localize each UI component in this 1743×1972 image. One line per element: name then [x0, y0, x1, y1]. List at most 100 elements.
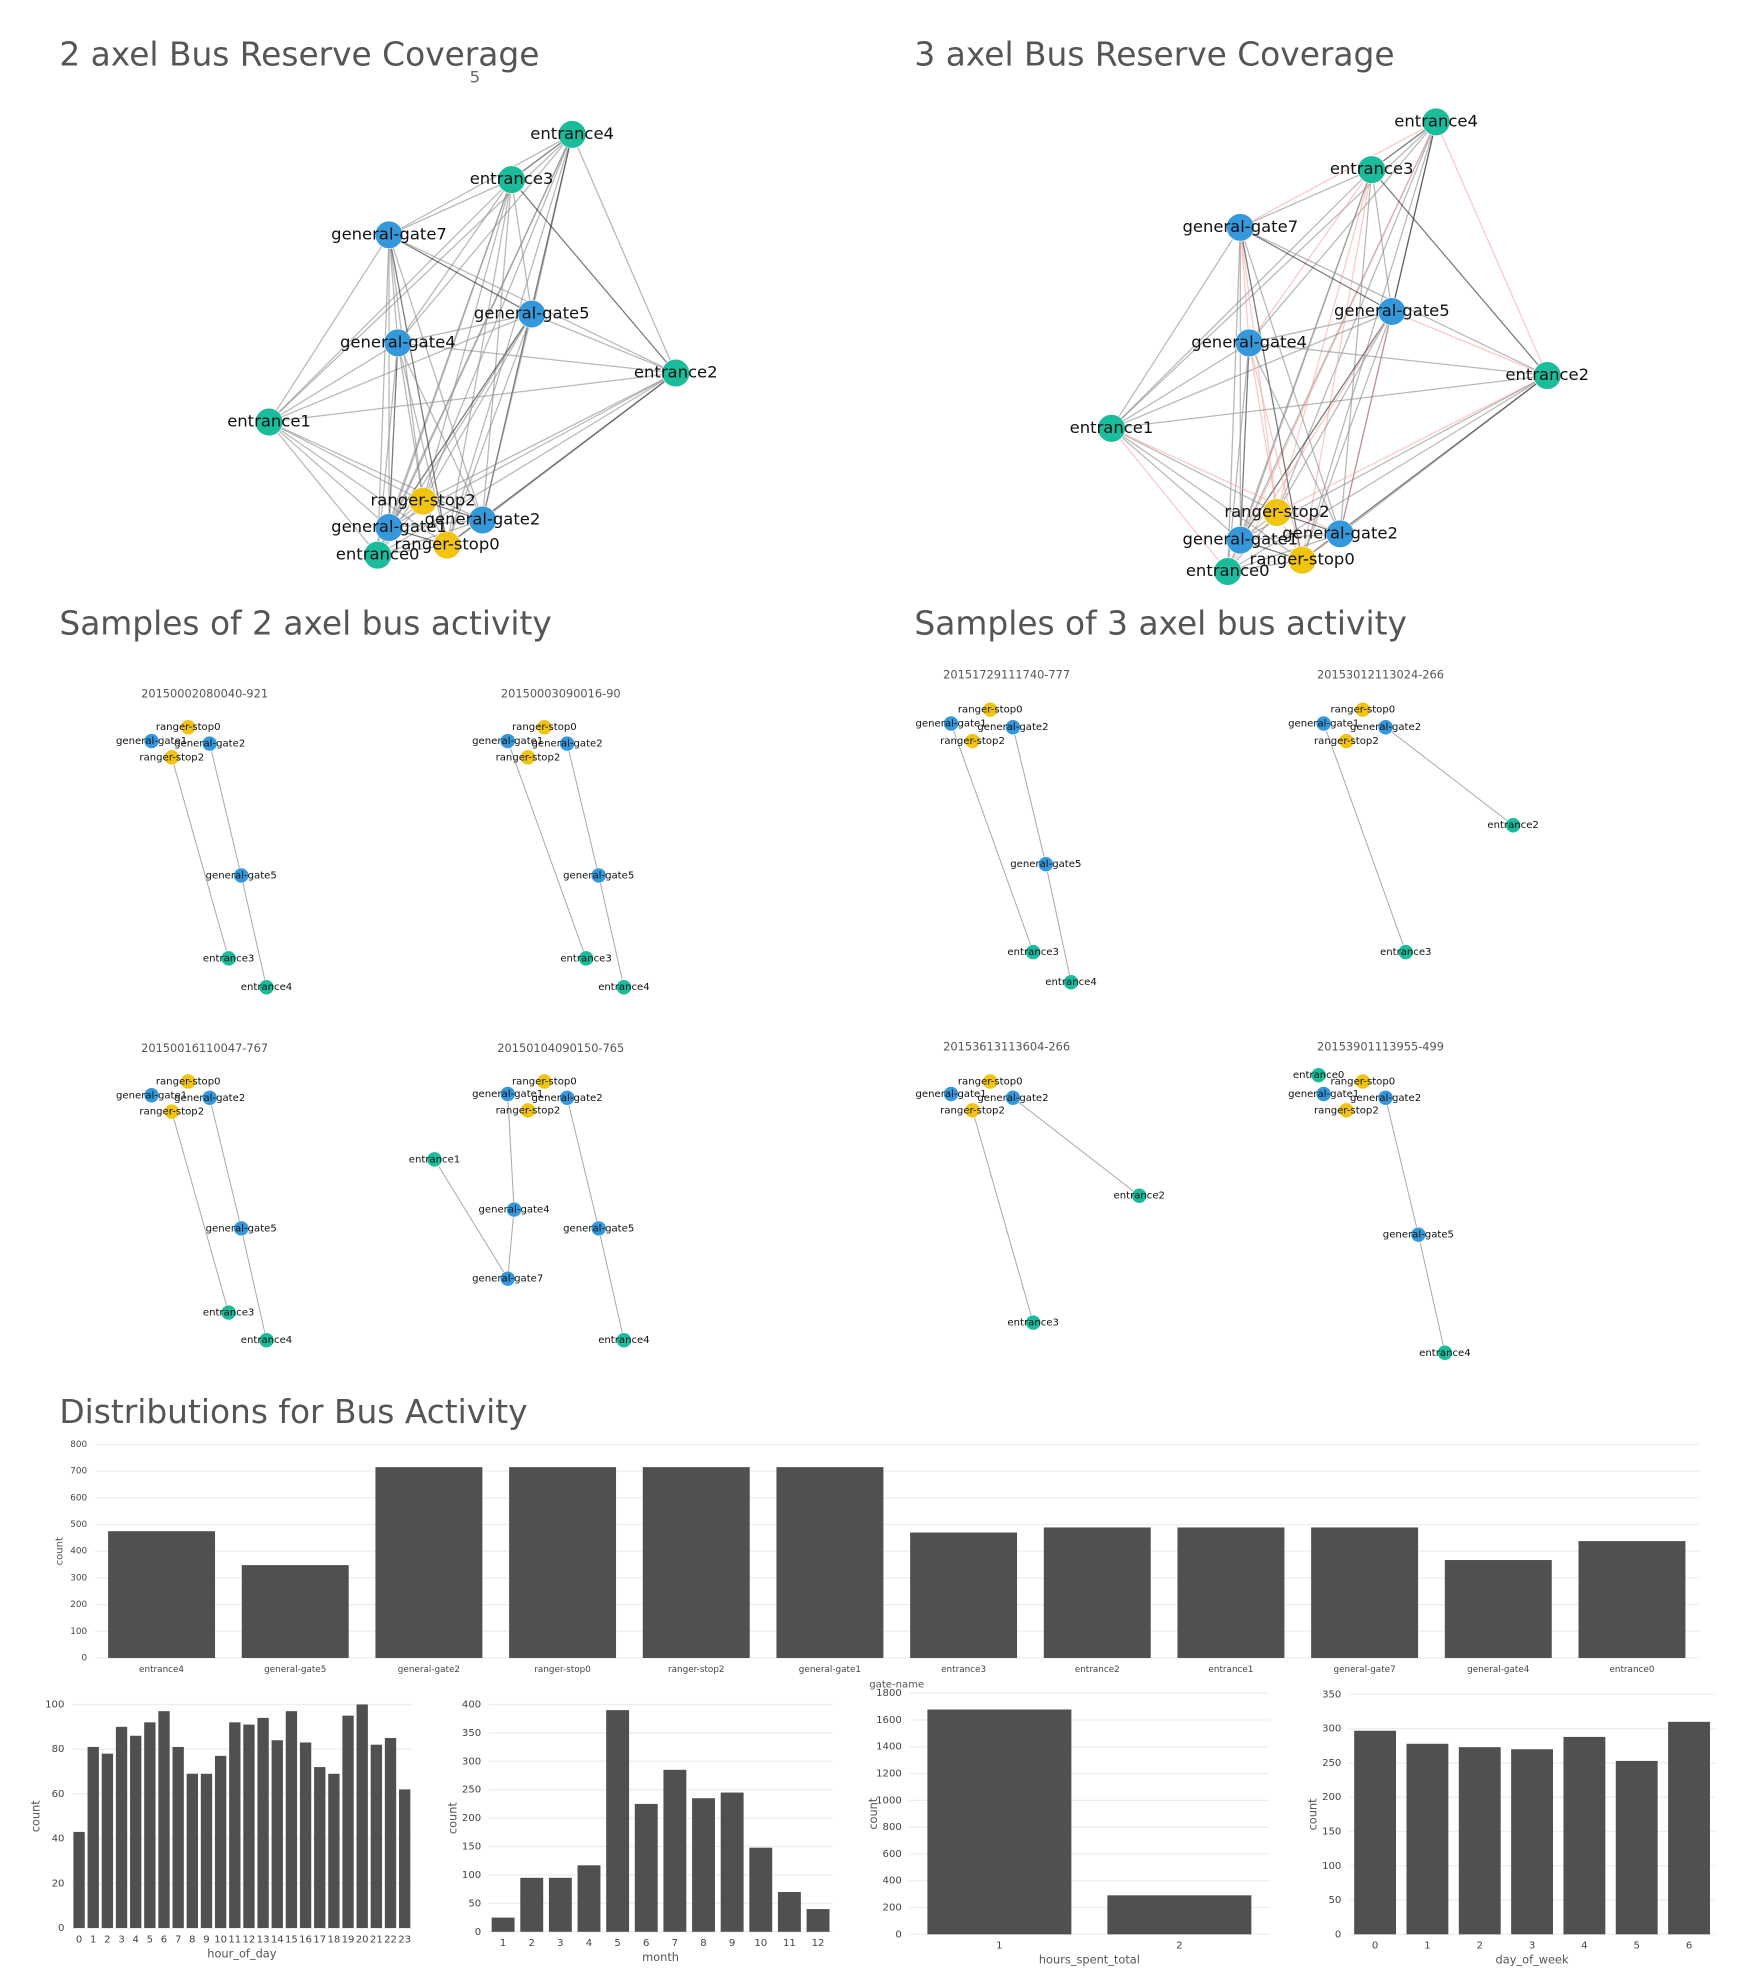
edge — [1385, 1097, 1419, 1235]
bar — [1444, 1560, 1552, 1658]
edge — [1227, 227, 1241, 572]
x-tick-label: 13 — [257, 1934, 270, 1945]
node-label: entrance2 — [1487, 820, 1538, 831]
node-label: general-gate7 — [1182, 217, 1298, 236]
node — [616, 1332, 632, 1349]
node — [1005, 1089, 1021, 1106]
bar — [491, 1917, 515, 1932]
node — [1025, 944, 1042, 960]
bar — [186, 1773, 198, 1929]
x-tick-label: 2 — [529, 1938, 535, 1949]
x-tick-label: general-gate4 — [1467, 1665, 1530, 1675]
x-tick-label: 12 — [812, 1938, 825, 1949]
x-tick-label: 6 — [161, 1934, 167, 1945]
node — [1262, 498, 1292, 527]
x-tick-label: 8 — [189, 1934, 195, 1945]
x-tick-label: 4 — [586, 1938, 592, 1949]
edge — [1417, 1234, 1446, 1353]
bar — [356, 1704, 368, 1929]
edge — [1240, 121, 1437, 228]
node-label: general-gate4 — [1191, 332, 1307, 351]
node-label: general-gate4 — [340, 332, 456, 351]
node-label: general-gate7 — [331, 224, 447, 243]
node-label: general-gate5 — [563, 870, 634, 881]
bar — [73, 1831, 85, 1929]
edge — [209, 1097, 242, 1229]
y-tick-label: 400 — [883, 1876, 902, 1887]
bar — [1107, 1895, 1252, 1935]
node-label: ranger-stop0 — [1330, 1076, 1395, 1087]
node — [1421, 107, 1451, 136]
node — [1397, 944, 1414, 960]
network: 20153613113604-266 ranger-stop0 general-ga… — [915, 1040, 1165, 1331]
y-tick-label: 1800 — [876, 1688, 902, 1699]
edge — [1248, 169, 1373, 344]
node-label: general-gate2 — [1350, 722, 1421, 733]
node — [1377, 719, 1394, 736]
edge — [1371, 169, 1393, 312]
bar — [1311, 1527, 1419, 1658]
y-tick-label: 800 — [70, 1440, 87, 1450]
node — [220, 950, 237, 967]
bar — [200, 1773, 213, 1929]
x-tick-label: 9 — [729, 1938, 735, 1949]
y-tick-label: 300 — [70, 1573, 87, 1583]
edge — [1227, 533, 1341, 573]
bar — [144, 1722, 156, 1929]
bar — [384, 1737, 397, 1929]
node-label: ranger-stop2 — [139, 1107, 204, 1118]
node — [1213, 557, 1242, 586]
node-label: entrance2 — [1505, 365, 1589, 384]
node — [432, 530, 462, 560]
node-label: entrance0 — [1293, 1070, 1344, 1081]
y-tick-label: 100 — [1322, 1861, 1341, 1872]
bar — [777, 1892, 801, 1932]
node-label: ranger-stop0 — [958, 1076, 1023, 1087]
edge — [1111, 427, 1341, 535]
edge — [377, 134, 573, 556]
node — [1377, 297, 1407, 326]
node — [1410, 1226, 1427, 1243]
node-label: entrance0 — [1186, 561, 1270, 580]
edge — [510, 179, 533, 315]
edge — [1301, 169, 1373, 561]
node-label: entrance3 — [1007, 1318, 1058, 1329]
edge — [388, 179, 512, 236]
y-tick-label: 700 — [70, 1467, 87, 1477]
x-tick-label: general-gate2 — [398, 1665, 460, 1675]
bar — [1615, 1760, 1658, 1935]
edge — [1227, 121, 1437, 572]
node — [220, 1304, 237, 1321]
y-tick-label: 400 — [70, 1547, 87, 1557]
bar — [806, 1909, 830, 1932]
edge — [1248, 342, 1303, 561]
node — [517, 299, 546, 329]
node — [520, 749, 536, 766]
node — [982, 701, 999, 718]
node — [559, 735, 576, 752]
y-tick-label: 1000 — [876, 1795, 902, 1806]
edge — [268, 372, 676, 423]
node — [1315, 715, 1332, 732]
network: entrance4 entrance3 general-gate7 general-g… — [1070, 107, 1589, 586]
node-label: general-gate2 — [532, 739, 603, 750]
edge — [397, 313, 532, 344]
node-label: general-gate1 — [331, 517, 447, 536]
node — [383, 328, 413, 358]
node-label: entrance2 — [634, 363, 718, 382]
node — [536, 1073, 553, 1090]
edge — [1240, 168, 1372, 228]
node — [1354, 1073, 1371, 1090]
edge — [1249, 310, 1393, 344]
bar — [243, 1724, 255, 1929]
node — [233, 867, 250, 884]
sample-title: 20150016110047-767 — [141, 1041, 268, 1055]
x-tick-label: 8 — [700, 1938, 706, 1949]
node — [536, 719, 553, 736]
node — [499, 1270, 516, 1287]
network: 20150104090150-765 ranger-stop0 general-ga… — [409, 1041, 650, 1349]
node — [943, 715, 959, 732]
edge — [972, 1110, 1034, 1323]
bar — [101, 1753, 114, 1929]
